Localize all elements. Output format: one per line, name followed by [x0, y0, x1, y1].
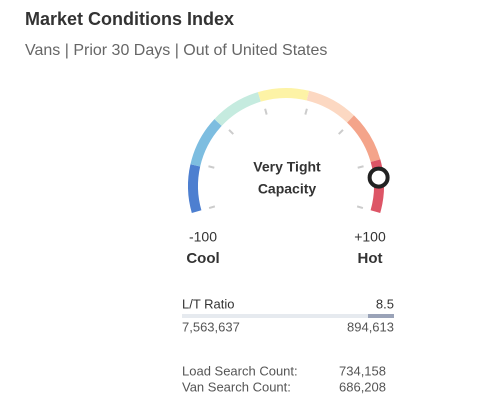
gauge-indicator — [367, 166, 390, 189]
tick-mark — [208, 205, 216, 210]
ratio-label: L/T Ratio — [182, 296, 235, 311]
gauge-zone — [346, 115, 381, 163]
tick-label: +100 — [354, 229, 386, 245]
tick-label: -100 — [189, 229, 217, 245]
end-label: Hot — [358, 250, 383, 267]
stat-value: 734,158 — [339, 363, 386, 378]
gauge-tick — [357, 165, 364, 169]
value-label: Capacity — [258, 181, 317, 197]
gauge-tick — [228, 129, 234, 135]
gauge-tick — [304, 108, 308, 115]
value-label: Very Tight — [253, 159, 321, 175]
trucks: 894,613 — [347, 319, 394, 334]
ratio-track — [182, 314, 394, 318]
title: Market Conditions Index — [25, 9, 234, 29]
gauge-zone — [214, 92, 261, 127]
subtitle: Vans | Prior 30 Days | Out of United Sta… — [25, 42, 327, 59]
gauge-zone — [188, 164, 202, 214]
gauge-tick — [208, 165, 215, 169]
ratio-fill — [368, 314, 394, 318]
tick-mark — [356, 205, 364, 210]
stat-label: Load Search Count: — [182, 363, 298, 378]
gauge-tick — [264, 108, 268, 115]
loads: 7,563,637 — [182, 319, 240, 334]
end-label: Cool — [186, 250, 219, 267]
gauge-zone — [306, 90, 354, 123]
gauge-zone — [257, 88, 310, 102]
stat-value: 686,208 — [339, 379, 386, 394]
ratio-value: 8.5 — [376, 296, 394, 311]
stat-label: Van Search Count: — [182, 379, 291, 394]
gauge-zone — [190, 119, 222, 167]
gauge-tick — [338, 129, 344, 135]
